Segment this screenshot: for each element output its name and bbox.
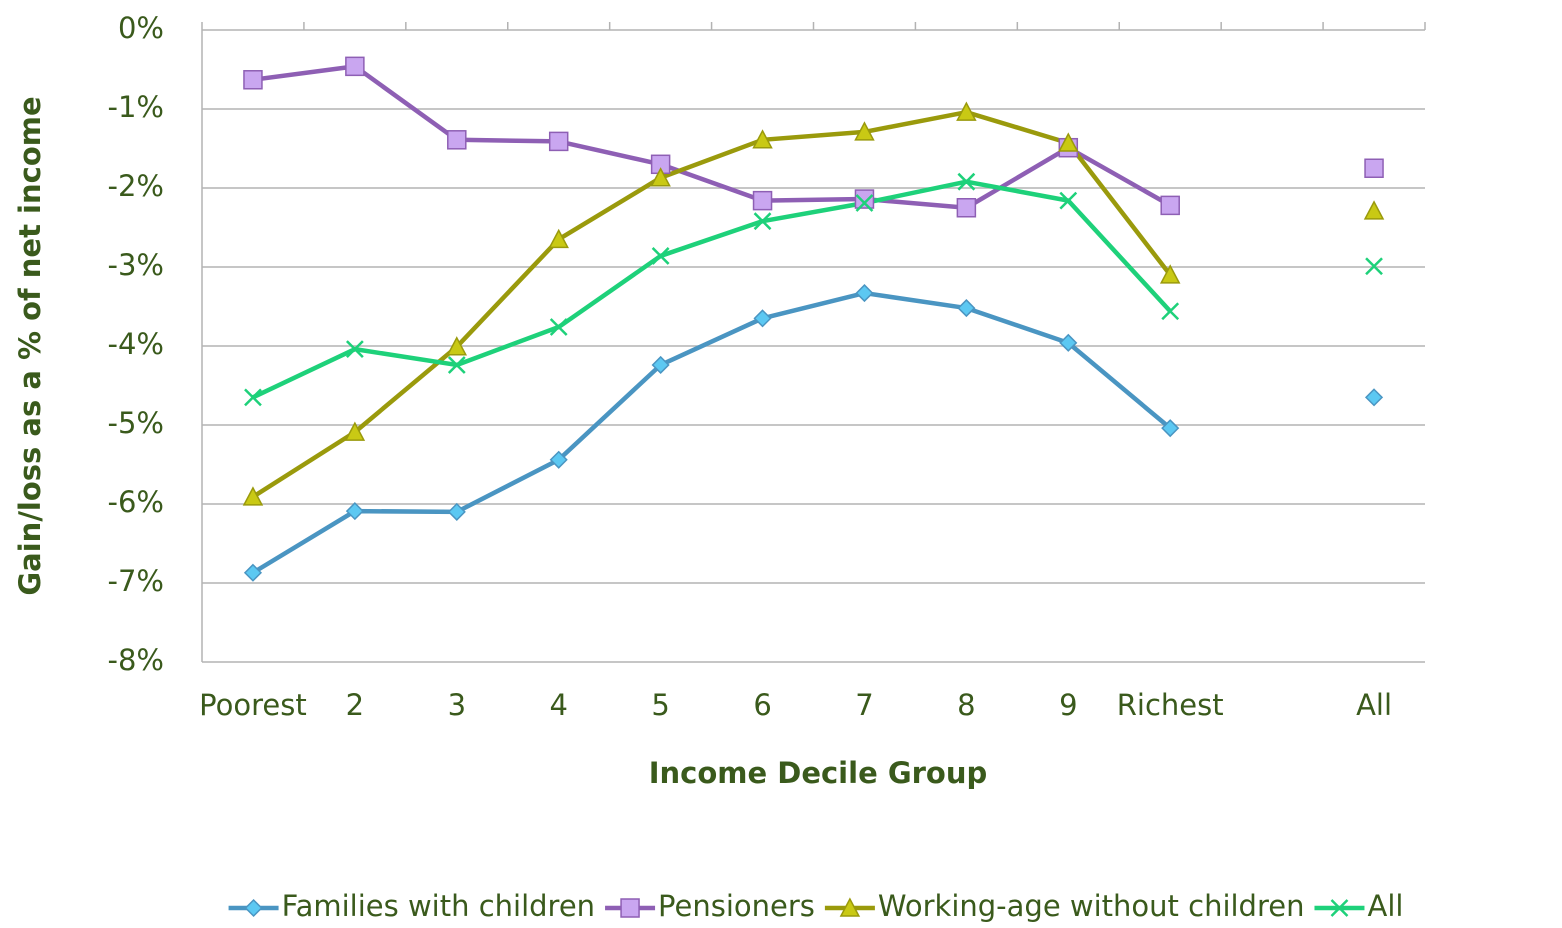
x-tick-label: 3: [448, 688, 466, 722]
series-line: [253, 182, 1374, 398]
y-tick-label: 0%: [118, 11, 164, 45]
y-tick-label: -3%: [108, 248, 164, 282]
data-point: [244, 388, 262, 407]
y-tick-label: -2%: [108, 169, 164, 203]
data-point: [548, 131, 569, 152]
data-point: [650, 167, 671, 187]
legend-marker: [244, 898, 263, 918]
y-tick-label: -5%: [108, 406, 164, 440]
y-tick-label: -1%: [108, 90, 164, 124]
legend-label: Families with children: [282, 889, 595, 923]
data-point: [1058, 132, 1079, 152]
data-point: [345, 56, 365, 77]
x-tick-label: 6: [753, 688, 771, 722]
data-point: [752, 129, 773, 149]
x-tick-label: Poorest: [199, 688, 307, 722]
series-line: [253, 293, 1374, 573]
data-point: [753, 309, 772, 328]
legend-marker: [620, 898, 640, 918]
legend: Families with children Pensioners Working-…: [228, 889, 1403, 923]
y-tick-label: -4%: [108, 327, 164, 361]
legend-marker: [1330, 899, 1349, 917]
data-point: [447, 356, 466, 374]
data-point: [1159, 264, 1181, 284]
data-point: [548, 228, 569, 249]
data-point: [854, 121, 875, 141]
data-point: [855, 194, 874, 212]
data-point: [344, 421, 366, 441]
x-axis-title: Income Decile Group: [649, 756, 988, 790]
data-point: [651, 247, 670, 265]
data-point: [549, 318, 568, 336]
data-point: [753, 212, 772, 231]
x-tick-label: 4: [549, 688, 567, 722]
data-point: [243, 70, 263, 90]
data-point: [447, 502, 466, 521]
legend-label: Pensioners: [658, 889, 815, 923]
data-point: [1059, 191, 1078, 210]
data-point: [957, 172, 976, 191]
data-point: [549, 450, 568, 469]
y-tick-label: -8%: [108, 643, 164, 677]
y-axis-title: Gain/loss as a % of net income: [13, 96, 47, 595]
legend-label: Working-age without children: [878, 889, 1305, 923]
data-point: [1364, 158, 1384, 178]
legend-marker: [839, 897, 861, 917]
data-point: [345, 340, 364, 359]
data-point: [956, 198, 977, 218]
data-point: [651, 355, 670, 375]
data-point: [1364, 388, 1384, 407]
x-tick-label: 8: [957, 688, 975, 722]
data-point: [957, 299, 976, 318]
data-point: [956, 101, 977, 121]
data-point: [447, 130, 467, 150]
data-point: [243, 563, 263, 582]
x-tick-label: 2: [346, 688, 364, 722]
data-point: [242, 486, 264, 506]
y-tick-label: -6%: [108, 485, 164, 519]
x-tick-label: Richest: [1117, 688, 1224, 722]
data-point: [1363, 200, 1385, 220]
data-point: [1365, 257, 1383, 276]
data-point: [1161, 302, 1180, 321]
y-tick-label: -7%: [108, 564, 164, 598]
data-point: [855, 284, 874, 303]
x-tick-label: 9: [1059, 688, 1077, 722]
data-point: [1160, 195, 1180, 216]
x-tick-label: 5: [651, 688, 669, 722]
data-point: [1059, 333, 1078, 352]
data-point: [854, 189, 875, 209]
legend-label: All: [1367, 889, 1403, 923]
x-tick-label: 7: [855, 688, 873, 722]
data-point: [446, 336, 468, 356]
data-point: [1161, 419, 1180, 438]
data-point: [345, 502, 364, 521]
data-point: [752, 190, 773, 211]
x-tick-label: All: [1356, 688, 1392, 722]
